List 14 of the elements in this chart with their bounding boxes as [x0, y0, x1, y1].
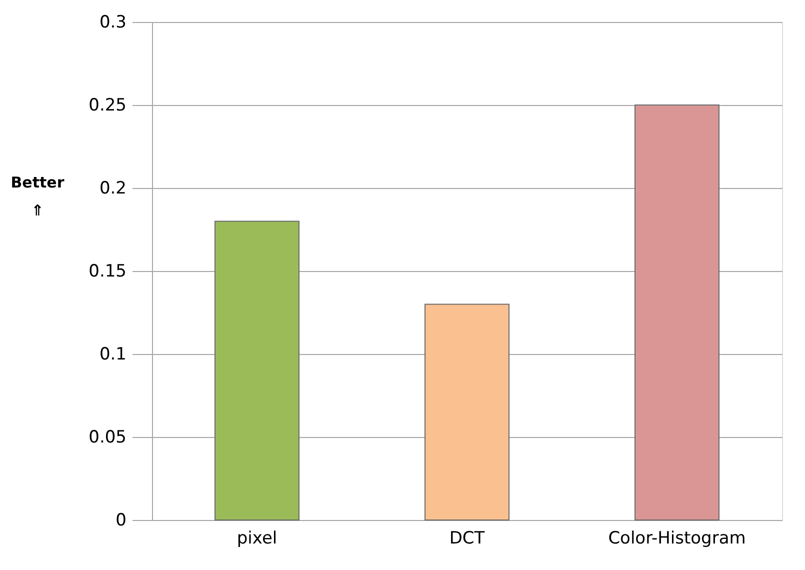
y-tick-label: 0.15: [88, 262, 126, 282]
x-tick-label: DCT: [449, 528, 486, 548]
bar: [634, 104, 720, 520]
bar: [424, 304, 510, 520]
x-tick-label: pixel: [236, 528, 278, 548]
y-tick-label: 0.3: [99, 12, 126, 32]
y-tick-label: 0.1: [99, 344, 126, 364]
x-tick-label: Color-Histogram: [608, 528, 746, 548]
y-tick-label: 0: [116, 510, 126, 530]
bar: [214, 220, 300, 520]
y-tick-label: 0.05: [88, 428, 126, 448]
y-axis-title: Better ⇑: [10, 174, 65, 220]
y-tick-label: 0.25: [88, 96, 126, 116]
y-tick-label: 0.2: [99, 178, 126, 198]
